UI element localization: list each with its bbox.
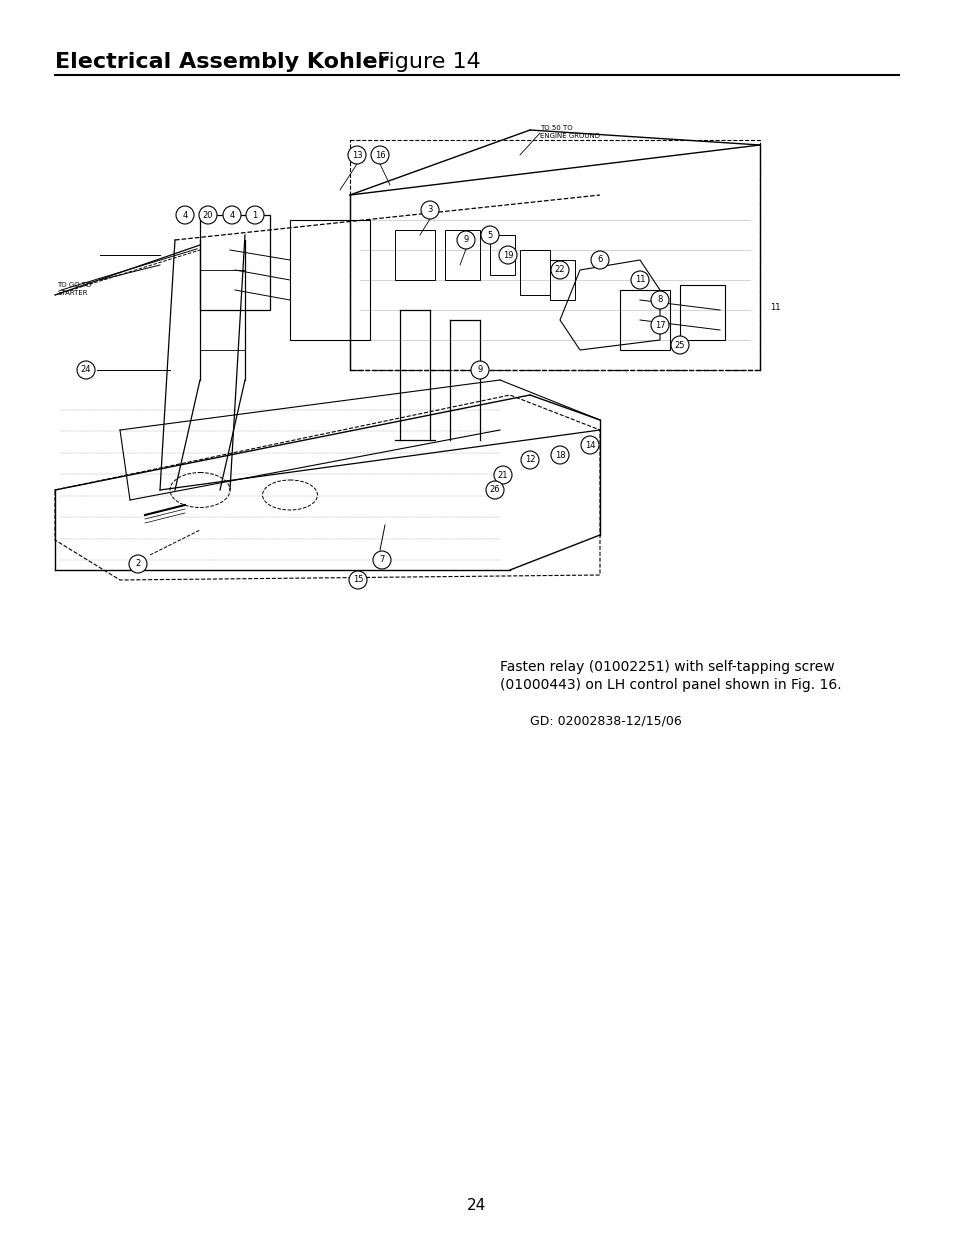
Text: 7: 7 [379,556,384,564]
Circle shape [175,206,193,224]
Bar [444,230,479,280]
Text: 24: 24 [81,366,91,374]
Text: 5: 5 [487,231,492,240]
Text: 11: 11 [769,303,780,312]
Circle shape [199,206,216,224]
Bar [200,215,270,310]
Circle shape [551,261,568,279]
Circle shape [590,251,608,269]
Circle shape [246,206,264,224]
Circle shape [551,446,568,464]
Text: 21: 21 [497,471,508,479]
Text: 17: 17 [654,321,664,330]
Circle shape [520,451,538,469]
Circle shape [420,201,438,219]
Circle shape [456,231,475,249]
Circle shape [77,361,95,379]
Circle shape [349,571,367,589]
Text: 12: 12 [524,456,535,464]
Circle shape [129,555,147,573]
Text: 1: 1 [253,210,257,220]
Text: - Figure 14: - Figure 14 [355,52,480,72]
Text: TO GO TO: TO GO TO [57,282,91,288]
Bar [550,261,575,300]
Text: 4: 4 [182,210,188,220]
Text: 19: 19 [502,251,513,259]
Circle shape [223,206,241,224]
Text: 8: 8 [657,295,662,305]
Text: 24: 24 [467,1198,486,1213]
Circle shape [498,246,517,264]
Text: 3: 3 [427,205,433,215]
Text: 4: 4 [229,210,234,220]
Text: 9: 9 [476,366,482,374]
Text: 25: 25 [674,341,684,350]
Bar [395,230,435,280]
Circle shape [494,466,512,484]
Circle shape [650,316,668,333]
Circle shape [480,226,498,245]
Text: 14: 14 [584,441,595,450]
Text: 20: 20 [203,210,213,220]
Text: (01000443) on LH control panel shown in Fig. 16.: (01000443) on LH control panel shown in … [499,678,841,692]
Circle shape [348,146,366,164]
Circle shape [371,146,389,164]
Text: 2: 2 [135,559,140,568]
Text: 9: 9 [463,236,468,245]
Circle shape [373,551,391,569]
Circle shape [630,270,648,289]
Text: TO 50 TO: TO 50 TO [539,125,572,131]
Text: ENGINE GROUND: ENGINE GROUND [539,133,599,140]
Text: 22: 22 [554,266,565,274]
Text: Electrical Assembly Kohler: Electrical Assembly Kohler [55,52,388,72]
Circle shape [485,480,503,499]
Bar [619,290,669,350]
Text: 18: 18 [554,451,565,459]
Bar [679,285,724,340]
Text: STARTER: STARTER [57,290,88,296]
Circle shape [650,291,668,309]
Text: 11: 11 [634,275,644,284]
Bar [519,249,550,295]
Text: 6: 6 [597,256,602,264]
Bar [290,220,370,340]
Text: 13: 13 [352,151,362,159]
Bar [490,235,515,275]
Circle shape [471,361,489,379]
Text: 16: 16 [375,151,385,159]
Text: Fasten relay (01002251) with self-tapping screw: Fasten relay (01002251) with self-tappin… [499,659,834,674]
Text: 26: 26 [489,485,499,494]
Text: GD: 02002838-12/15/06: GD: 02002838-12/15/06 [530,715,681,727]
Circle shape [580,436,598,454]
Circle shape [670,336,688,354]
Text: 15: 15 [353,576,363,584]
